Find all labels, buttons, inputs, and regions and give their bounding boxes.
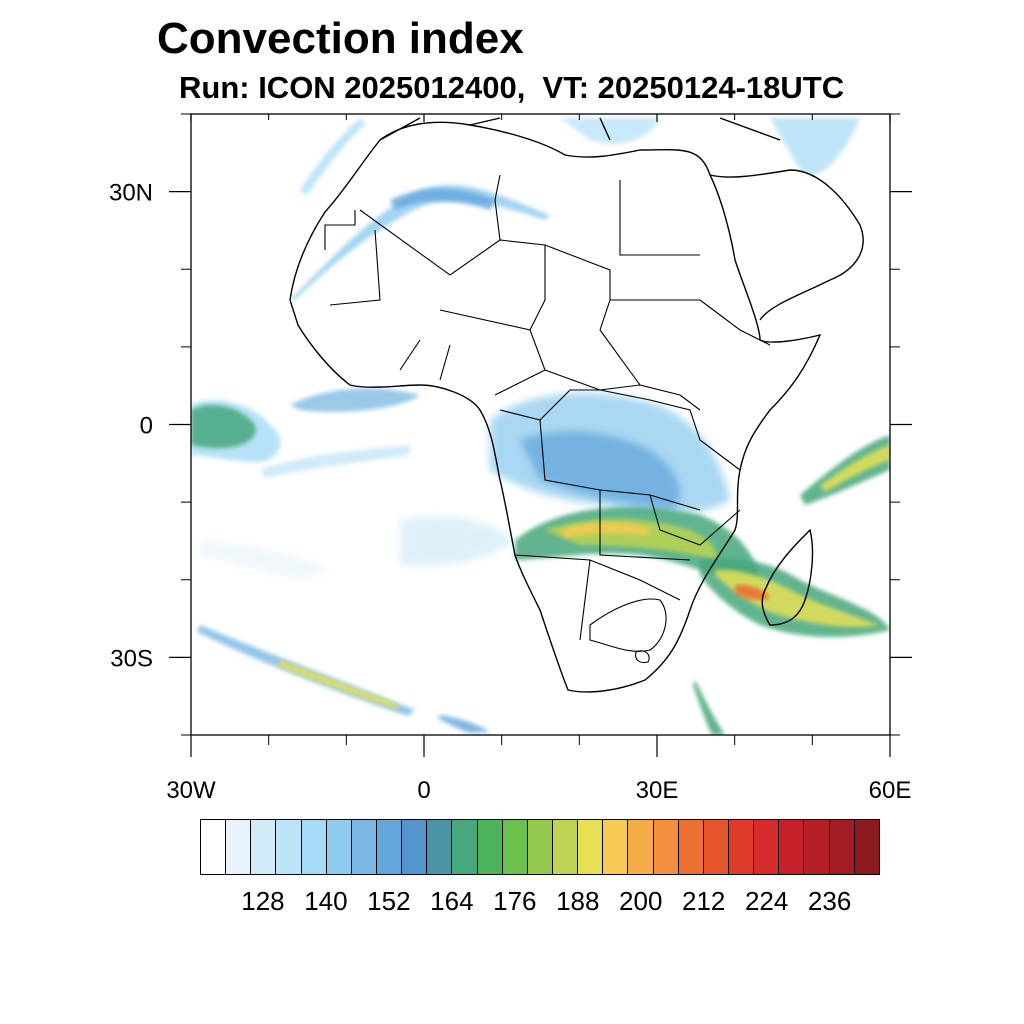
south-atlantic-haze [200, 540, 330, 580]
south-atlantic-light [400, 516, 515, 567]
colorbar-cell [376, 820, 403, 874]
guinea-streak [260, 445, 410, 478]
med-streak-east [560, 118, 660, 144]
colorbar-cell [728, 820, 755, 874]
colorbar-cell [301, 820, 327, 874]
country-borders [324, 174, 771, 664]
convection-field [191, 118, 890, 735]
central-africa-core [520, 431, 681, 510]
sahel-borders [399, 299, 771, 411]
x-tick-label: 0 [417, 777, 430, 804]
central-southern-borders [499, 389, 741, 641]
x-tick-label: 30W [166, 777, 216, 804]
colorbar-cell [804, 820, 830, 874]
africa-coastline [289, 121, 822, 693]
colorbar-cell [678, 820, 704, 874]
colorbar-tick-label: 128 [241, 886, 285, 916]
colorbar-cell [854, 820, 879, 874]
south-indian-streak [693, 680, 725, 735]
mozambique-channel-peak [735, 584, 770, 601]
colorbar-cell [276, 820, 302, 874]
colorbar-cell [754, 820, 780, 874]
colorbar-cell [452, 820, 478, 874]
colorbar-cell [527, 820, 553, 874]
colorbar-cell [628, 820, 654, 874]
colorbar-cell [603, 820, 629, 874]
colorbar-cell [477, 820, 503, 874]
colorbar-tick-label: 164 [430, 886, 474, 916]
southern-africa-hotspot [560, 522, 650, 538]
colorbar-cell [779, 820, 805, 874]
colorbar-cell [502, 820, 528, 874]
north-africa-borders [324, 174, 700, 331]
x-tick-label: 60E [869, 777, 912, 804]
south-atlantic-streak-core [278, 660, 400, 709]
colorbar-tick-label: 200 [619, 886, 663, 916]
chart-title: Convection index [157, 14, 524, 63]
colorbar-cell [552, 820, 579, 874]
guinea-band [290, 388, 420, 412]
run-subtitle: Run: ICON 2025012400, VT: 20250124-18UTC [179, 70, 845, 105]
middle-east-cells [770, 118, 860, 175]
sahara-plume-core [390, 188, 495, 210]
madagascar-coastline [761, 528, 814, 626]
y-tick-label: 30N [109, 180, 153, 207]
lesotho-border [635, 650, 650, 664]
atlantic-blob-core [191, 405, 256, 449]
colorbar-tick-label: 224 [744, 886, 789, 916]
colorbar-tick-label: 152 [367, 886, 411, 916]
south-atlantic-cell [438, 715, 490, 733]
y-tick-label: 30S [110, 645, 153, 672]
arabia-coastline [709, 169, 864, 321]
colorbar-cell [351, 820, 377, 874]
colorbar-tick-label: 176 [493, 886, 537, 916]
colorbar-cell [226, 820, 252, 874]
colorbar-cell [829, 820, 855, 874]
axis-layer: 30W 0 30E 60E 30N 0 30S [109, 113, 912, 804]
coastlines [289, 117, 864, 693]
colorbar-cell [578, 820, 604, 874]
colorbar-cell [653, 820, 679, 874]
colorbar [200, 819, 880, 875]
mediterranean-coast [379, 117, 781, 141]
colorbar-cell [251, 820, 277, 874]
colorbar-tick-label: 140 [304, 886, 348, 916]
colorbar-cell [402, 820, 428, 874]
colorbar-cell [427, 820, 453, 874]
med-streak-west [300, 118, 366, 196]
x-tick-label: 30E [636, 777, 679, 804]
colorbar-labels: 128 140 152 164 176 188 200 212 224 236 [200, 886, 880, 916]
colorbar-tick-label: 212 [682, 886, 726, 916]
indian-ocean-band-core [820, 445, 890, 492]
colorbar-tick-label: 236 [807, 886, 852, 916]
colorbar-cell [326, 820, 352, 874]
y-tick-label: 0 [140, 413, 153, 440]
colorbar-tick-label: 188 [556, 886, 600, 916]
south-africa-inner-border [589, 598, 667, 652]
mozambique-channel-mid [715, 569, 880, 627]
colorbar-cell [703, 820, 729, 874]
colorbar-cell [201, 820, 227, 874]
